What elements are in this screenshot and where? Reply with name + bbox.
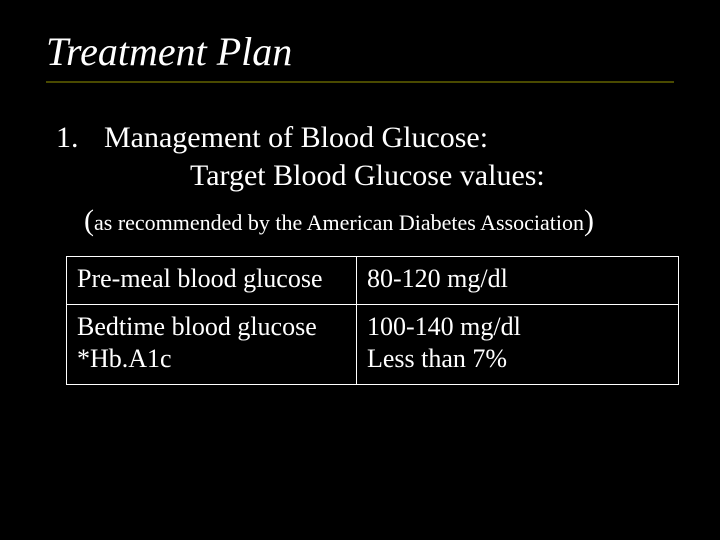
title-underline [46,81,674,83]
slide-title: Treatment Plan [46,28,674,75]
paren-open: ( [84,204,94,237]
table-row: Bedtime blood glucose*Hb.A1c 100-140 mg/… [67,304,679,384]
cell-label: Pre-meal blood glucose [67,257,357,305]
cell-value: 80-120 mg/dl [357,257,679,305]
cell-value: 100-140 mg/dlLess than 7% [357,304,679,384]
list-line-1: Management of Blood Glucose: [104,119,488,157]
table-row: Pre-meal blood glucose 80-120 mg/dl [67,257,679,305]
list-number: 1. [56,119,104,157]
glucose-table: Pre-meal blood glucose 80-120 mg/dl Bedt… [66,256,679,385]
recommendation-note: (as recommended by the American Diabetes… [84,204,674,238]
cell-label: Bedtime blood glucose*Hb.A1c [67,304,357,384]
slide: Treatment Plan 1. Management of Blood Gl… [0,0,720,540]
recommendation-text: as recommended by the American Diabetes … [94,210,584,235]
paren-close: ) [584,204,594,237]
content-block: 1. Management of Blood Glucose: Target B… [56,119,674,385]
list-item-1: 1. Management of Blood Glucose: [56,119,674,157]
list-line-2: Target Blood Glucose values: [190,157,674,195]
